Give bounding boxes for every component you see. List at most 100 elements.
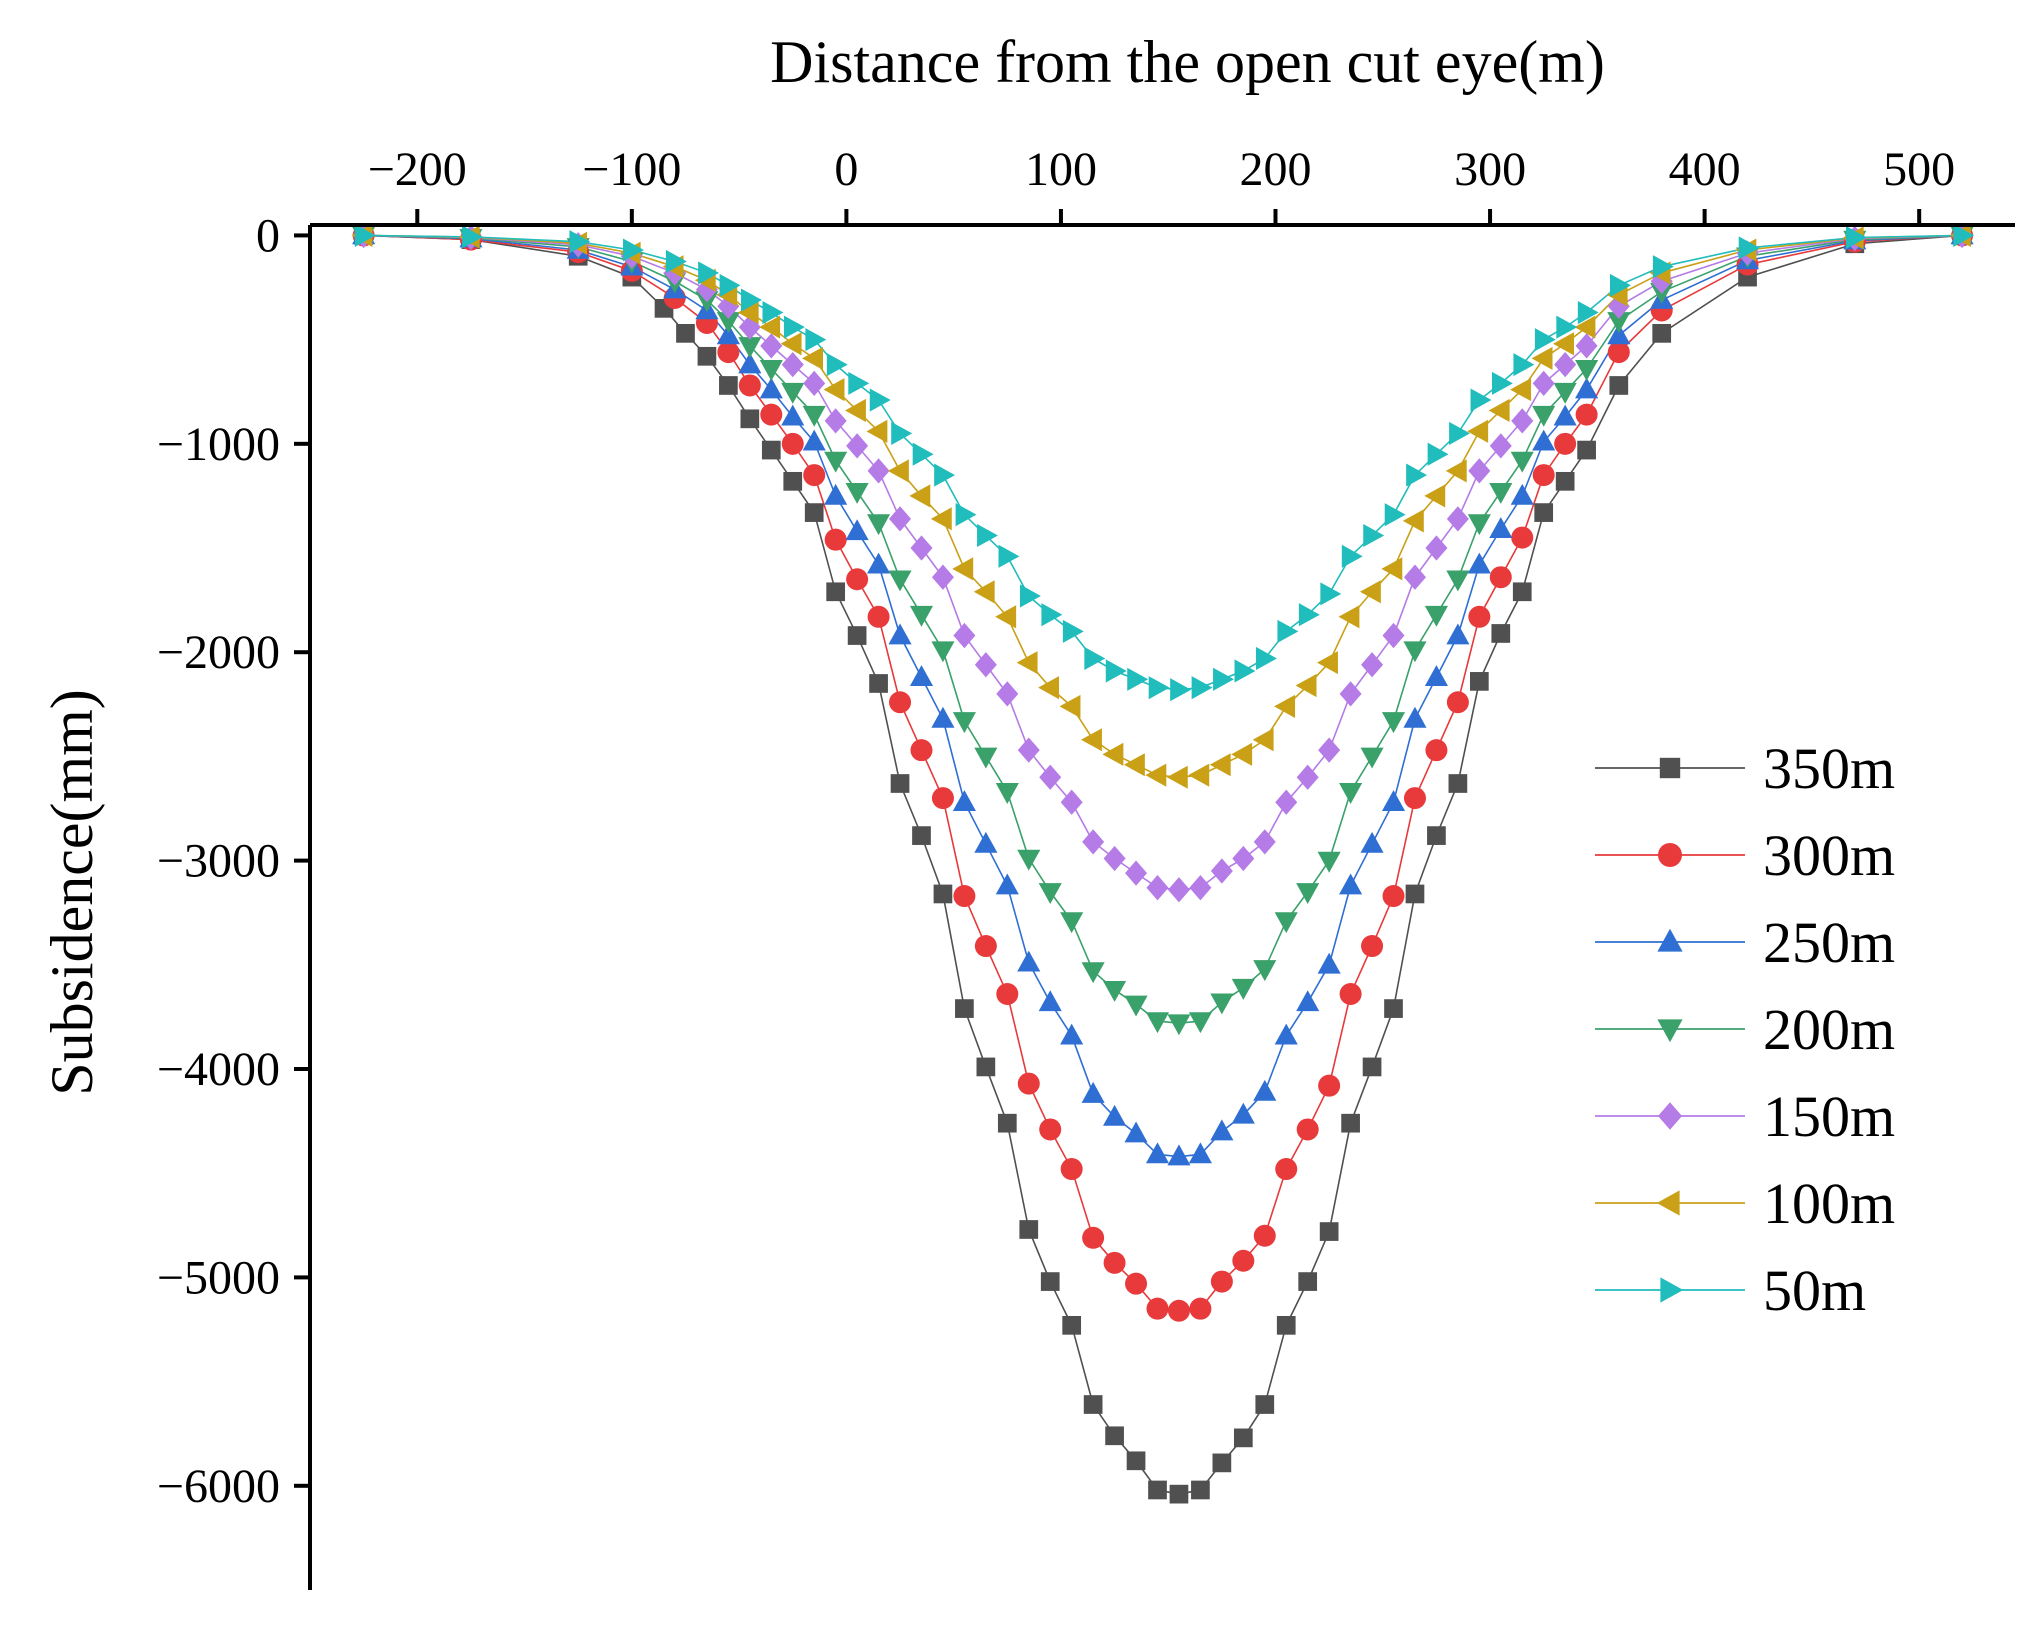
data-point <box>1553 382 1577 404</box>
data-point <box>1166 765 1188 789</box>
data-point <box>996 681 1019 707</box>
data-point <box>780 332 802 356</box>
legend-item: 100m <box>1595 1171 1895 1236</box>
series-points-50m <box>354 223 1975 702</box>
data-point <box>1574 315 1596 339</box>
data-point <box>1317 651 1338 675</box>
data-point <box>1359 580 1381 604</box>
data-point <box>1607 312 1631 333</box>
data-point <box>738 337 762 358</box>
data-point <box>1403 641 1427 663</box>
data-point <box>1556 315 1578 339</box>
data-point <box>1425 535 1448 561</box>
y-tick-label: −1000 <box>157 418 280 471</box>
legend-item: 50m <box>1595 1258 1866 1323</box>
data-point <box>867 605 890 628</box>
data-point <box>741 288 762 312</box>
data-point <box>1609 273 1631 297</box>
data-point <box>665 249 687 274</box>
data-point <box>1738 236 1760 260</box>
data-point <box>1424 484 1446 508</box>
data-point <box>1017 849 1041 871</box>
x-tick-label: −200 <box>368 143 467 196</box>
data-point <box>1362 1057 1382 1077</box>
data-point <box>802 405 826 427</box>
data-point <box>781 432 804 455</box>
data-point <box>716 323 740 345</box>
data-point <box>1017 737 1040 763</box>
data-point <box>1360 747 1384 769</box>
data-point <box>1534 503 1554 522</box>
data-point <box>1575 359 1599 381</box>
data-point <box>931 787 954 810</box>
series-points-100m <box>351 223 1971 789</box>
legend-marker <box>1658 843 1682 867</box>
data-point <box>955 999 974 1018</box>
data-point <box>995 605 1017 629</box>
data-point <box>955 503 977 527</box>
data-point <box>1384 999 1403 1018</box>
data-point <box>1320 582 1342 606</box>
data-point <box>1167 1014 1191 1036</box>
data-point <box>1276 1315 1296 1335</box>
data-point <box>462 225 484 249</box>
data-point <box>1081 1081 1105 1103</box>
legend-marker <box>1656 1190 1680 1216</box>
data-point <box>719 273 741 297</box>
data-point <box>845 482 869 504</box>
legend: 350m 300m 250m 200m 150m 100m 50m <box>1595 736 1895 1323</box>
data-point <box>1382 622 1405 649</box>
x-axis-ticks: −200 −100 0 100 200 300 400 500 <box>368 143 1955 225</box>
series-points-250m <box>352 223 1974 1166</box>
data-point <box>738 352 762 374</box>
series-line-100m <box>363 234 1963 779</box>
data-point <box>781 351 804 378</box>
data-point <box>909 484 931 508</box>
data-point <box>1489 566 1512 589</box>
data-point <box>973 580 995 604</box>
data-point <box>1510 451 1534 473</box>
data-point <box>1145 1142 1170 1164</box>
data-point <box>1510 378 1532 402</box>
data-point <box>1489 433 1512 459</box>
data-point <box>1016 651 1038 675</box>
data-point <box>933 884 953 904</box>
data-point <box>998 544 1020 568</box>
data-point <box>1491 624 1511 643</box>
data-point <box>1467 514 1491 536</box>
data-point <box>823 378 845 402</box>
data-point <box>804 503 824 522</box>
data-point <box>1232 1249 1255 1272</box>
data-point <box>1231 978 1255 1000</box>
legend-item: 200m <box>1595 997 1895 1062</box>
data-point <box>1083 1395 1103 1414</box>
data-point <box>909 665 934 687</box>
data-point <box>1403 706 1427 728</box>
data-point <box>1062 1315 1082 1335</box>
data-point <box>1361 935 1384 958</box>
data-point <box>1607 341 1630 364</box>
data-point <box>974 747 998 769</box>
axes: −200 −100 0 100 200 300 400 500 0−1000−2000−300… <box>157 143 2015 1590</box>
data-point <box>1319 1222 1339 1241</box>
data-point <box>996 982 1019 1005</box>
data-point <box>1381 712 1406 734</box>
data-point <box>824 528 847 551</box>
data-point <box>1446 623 1470 645</box>
data-point <box>995 783 1019 804</box>
data-point <box>1231 742 1253 766</box>
series-line-150m <box>363 234 1963 891</box>
data-point <box>1170 678 1192 702</box>
data-point <box>1060 789 1083 815</box>
data-point <box>1019 584 1041 608</box>
data-point <box>802 346 824 370</box>
data-point <box>845 398 866 423</box>
data-point <box>738 314 761 340</box>
legend-label: 300m <box>1763 823 1895 888</box>
data-point <box>1491 371 1513 395</box>
data-point <box>1446 691 1469 714</box>
data-point <box>1038 990 1062 1012</box>
x-tick-label: 400 <box>1669 143 1741 196</box>
data-point <box>1339 873 1363 895</box>
data-point <box>995 873 1019 895</box>
